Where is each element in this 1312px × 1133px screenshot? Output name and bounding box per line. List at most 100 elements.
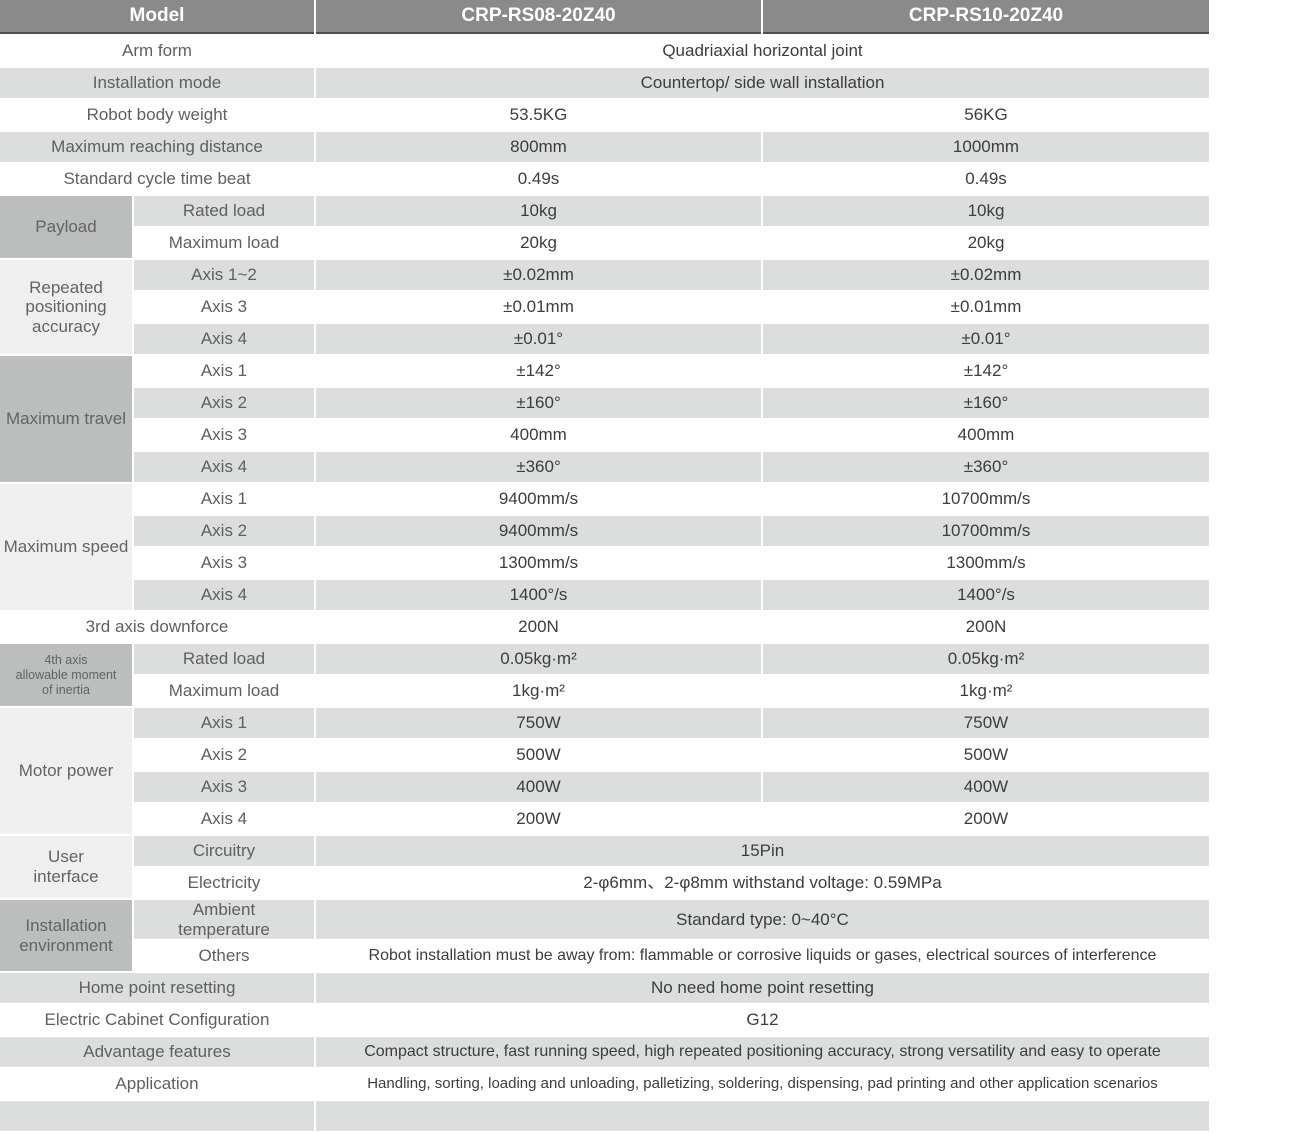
spec-value: 200W [763,804,1209,834]
spec-value: 20kg [316,228,761,258]
spec-value: 400mm [316,420,761,450]
spec-value: 10kg [316,196,761,226]
table-row: Maximum speed Axis 1 9400mm/s 10700mm/s [0,484,1209,610]
robot-spec-table: Model CRP-RS08-20Z40 CRP-RS10-20Z40 Arm … [0,0,1209,1132]
table-row: Axis 2 500W 500W [0,740,1209,770]
row-label: Maximum reaching distance [0,132,314,162]
group-label-motor-power: Motor power [0,708,132,834]
row-label: Axis 3 [134,420,314,450]
spec-value: 1300mm/s [316,548,761,578]
spec-value: 2-φ6mm、2-φ8mm withstand voltage: 0.59MPa [316,868,1209,898]
spec-value: 750W [316,708,761,738]
header-model-a: CRP-RS08-20Z40 [316,0,761,34]
table-row: Electricity 2-φ6mm、2-φ8mm withstand volt… [0,868,1209,898]
row-label: Axis 3 [134,292,314,322]
row-label: Axis 1 [134,484,314,514]
spec-value: 53.5KG [316,100,761,130]
spec-value: G12 [316,1005,1209,1036]
spec-value: 400W [316,772,761,802]
group-label-travel: Maximum travel [0,356,132,482]
group-label-payload: Payload [0,196,132,258]
group-label-user-interface: User interface [0,836,132,898]
row-label: Electric Cabinet Configuration [0,1005,314,1036]
spec-value: ±0.01mm [763,292,1209,322]
group-label-accuracy: Repeated positioning accuracy [0,260,132,354]
table-row: Payload Rated load 10kg 10kg [0,196,1209,258]
spec-value: 500W [316,740,761,770]
row-label: Axis 2 [134,388,314,418]
row-label: Rated load [134,196,314,226]
spec-value: 500W [763,740,1209,770]
spec-value: Compact structure, fast running speed, h… [316,1037,1209,1068]
spec-value: 0.49s [763,164,1209,194]
table-row: Axis 4 ±0.01° ±0.01° [0,324,1209,354]
group-label-environment: Installation environment [0,900,132,972]
table-row: Standard cycle time beat 0.49s 0.49s [0,164,1209,194]
spec-value: ±160° [763,388,1209,418]
spec-value: 800mm [316,132,761,162]
table-row: Axis 3 400mm 400mm [0,420,1209,450]
table-row: Axis 4 1400°/s 1400°/s [0,580,1209,610]
table-row: 3rd axis downforce 200N 200N [0,612,1209,642]
table-row: Arm form Quadriaxial horizontal joint [0,36,1209,66]
spec-value: 1400°/s [316,580,761,610]
table-row: Axis 3 ±0.01mm ±0.01mm [0,292,1209,322]
row-label: Axis 4 [134,324,314,354]
group-label-speed: Maximum speed [0,484,132,610]
row-label: Circuitry [134,836,314,866]
spec-value [316,1101,1209,1132]
spec-value: 200N [316,612,761,642]
table-row: Installation environment Ambient tempera… [0,900,1209,972]
spec-value: Countertop/ side wall installation [316,68,1209,98]
spec-value: ±0.01° [316,324,761,354]
table-row: Axis 4 ±360° ±360° [0,452,1209,482]
spec-value: ±360° [763,452,1209,482]
table-row: Axis 4 200W 200W [0,804,1209,834]
table-row: Axis 2 9400mm/s 10700mm/s [0,516,1209,546]
row-label: Axis 4 [134,452,314,482]
spec-value: 400mm [763,420,1209,450]
row-label: Axis 1~2 [134,260,314,290]
row-label: Application [0,1069,314,1100]
spec-value: ±160° [316,388,761,418]
spec-value: ±0.02mm [763,260,1209,290]
spec-value: 56KG [763,100,1209,130]
spec-value: 20kg [763,228,1209,258]
spec-value: ±0.02mm [316,260,761,290]
table-header-row: Model CRP-RS08-20Z40 CRP-RS10-20Z40 [0,0,1209,34]
spec-value: 10700mm/s [763,516,1209,546]
spec-value: Robot installation must be away from: fl… [316,941,1209,972]
table-row: Maximum load 20kg 20kg [0,228,1209,258]
row-label: Home point resetting [0,973,314,1004]
spec-value: ±142° [763,356,1209,386]
table-row: Advantage features Compact structure, fa… [0,1037,1209,1068]
header-model-b: CRP-RS10-20Z40 [763,0,1209,34]
table-row: Axis 3 1300mm/s 1300mm/s [0,548,1209,578]
spec-value: 400W [763,772,1209,802]
table-row: Robot body weight 53.5KG 56KG [0,100,1209,130]
row-label: Axis 2 [134,740,314,770]
group-label-inertia: 4th axis allowable moment of inertia [0,644,132,706]
spec-value: ±0.01mm [316,292,761,322]
table-row: Home point resetting No need home point … [0,973,1209,1004]
table-row: Maximum reaching distance 800mm 1000mm [0,132,1209,162]
spec-value: 0.05kg·m² [763,644,1209,674]
row-label: Maximum load [134,676,314,706]
row-label: Axis 3 [134,548,314,578]
spec-value: 1400°/s [763,580,1209,610]
row-label: Electricity [134,868,314,898]
row-label: 3rd axis downforce [0,612,314,642]
spec-value: 1kg·m² [316,676,761,706]
row-label: Others [134,941,314,972]
row-label: Axis 1 [134,708,314,738]
row-label: Axis 2 [134,516,314,546]
row-label: Advantage features [0,1037,314,1068]
spec-value: 10700mm/s [763,484,1209,514]
spec-value: 0.49s [316,164,761,194]
table-row: Application Handling, sorting, loading a… [0,1069,1209,1100]
table-row: Axis 2 ±160° ±160° [0,388,1209,418]
spec-value: ±142° [316,356,761,386]
row-label: Ambient temperature [134,900,314,940]
table-row: User interface Circuitry 15Pin [0,836,1209,898]
